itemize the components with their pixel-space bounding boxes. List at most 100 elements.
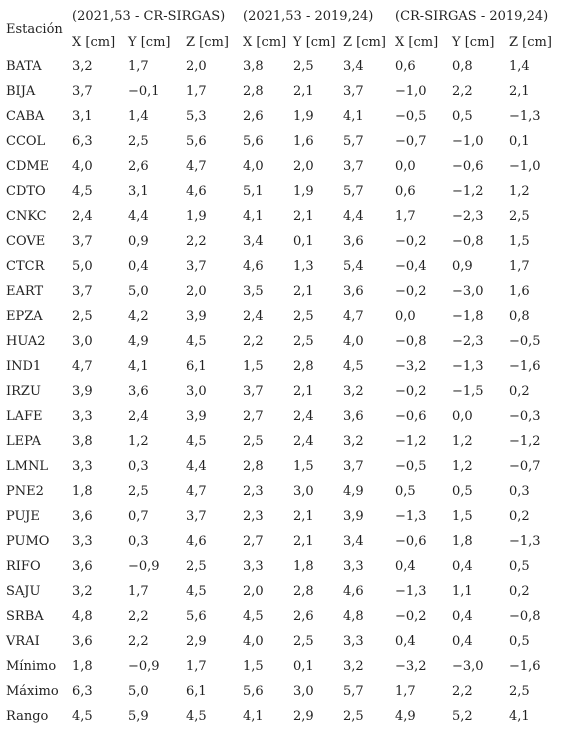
cell: −2,3 [452,209,484,224]
cell: 0,3 [509,484,530,499]
cell: 1,8 [72,659,93,674]
cell: 2,6 [293,609,314,624]
cell: −1,3 [509,109,541,124]
cell: −0,3 [509,409,541,424]
cell: 1,3 [293,259,314,274]
cell: 5,6 [243,684,264,699]
cell: 3,0 [72,334,93,349]
cell: 4,6 [186,184,207,199]
cell: 2,8 [243,84,264,99]
cell: −0,2 [395,234,427,249]
row-label: LMNL [6,459,48,474]
cell: 0,4 [452,634,473,649]
cell: 1,7 [395,684,416,699]
cell: 1,2 [452,459,473,474]
cell: 3,9 [186,309,207,324]
cell: 0,9 [128,234,149,249]
cell: 2,3 [243,509,264,524]
cell: 3,7 [72,284,93,299]
cell: 2,5 [343,709,364,724]
cell: −1,3 [452,359,484,374]
row-label: VRAI [6,634,40,649]
cell: 4,5 [186,709,207,724]
cell: −3,0 [452,284,484,299]
column-header: Z [cm] [509,35,552,50]
cell: 0,5 [509,559,530,574]
cell: 0,3 [128,459,149,474]
cell: 4,9 [395,709,416,724]
cell: 3,9 [343,509,364,524]
cell: 4,2 [128,309,149,324]
row-label: IND1 [6,359,42,374]
cell: 4,1 [243,709,264,724]
row-label: CCOL [6,134,46,149]
cell: 3,7 [343,459,364,474]
cell: 0,1 [509,134,530,149]
cell: 4,7 [72,359,93,374]
cell: 2,1 [293,209,314,224]
cell: −1,2 [452,184,484,199]
row-label: COVE [6,234,46,249]
cell: 5,7 [343,184,364,199]
cell: 0,2 [509,584,530,599]
cell: 1,7 [395,209,416,224]
cell: −2,3 [452,334,484,349]
cell: −0,2 [395,284,427,299]
cell: 3,7 [186,509,207,524]
cell: −1,6 [509,359,541,374]
row-label: Rango [6,709,49,724]
cell: 0,1 [293,234,314,249]
cell: 1,5 [452,509,473,524]
station-header: Estación [6,22,63,37]
cell: −0,6 [452,159,484,174]
cell: −0,2 [395,609,427,624]
cell: 0,0 [395,309,416,324]
cell: −0,4 [395,259,427,274]
cell: 3,7 [343,84,364,99]
row-label: PNE2 [6,484,44,499]
cell: −1,5 [452,384,484,399]
cell: 4,4 [343,209,364,224]
group-header: (2021,53 - CR-SIRGAS) [72,9,226,24]
cell: 3,7 [72,84,93,99]
cell: 0,5 [452,484,473,499]
row-label: LAFE [6,409,43,424]
cell: −1,2 [395,434,427,449]
column-header: X [cm] [395,35,439,50]
cell: 4,7 [186,484,207,499]
cell: 1,7 [186,659,207,674]
cell: 0,1 [293,659,314,674]
cell: −0,6 [395,409,427,424]
row-label: EPZA [6,309,43,324]
cell: 2,4 [293,434,314,449]
cell: 2,5 [509,684,530,699]
cell: 5,3 [186,109,207,124]
cell: 3,2 [343,434,364,449]
cell: −0,9 [128,659,160,674]
cell: 6,1 [186,359,207,374]
group-header: (2021,53 - 2019,24) [243,9,374,24]
cell: 0,0 [452,409,473,424]
cell: −0,5 [509,334,541,349]
cell: 3,7 [186,259,207,274]
cell: 2,1 [509,84,530,99]
cell: 4,4 [128,209,149,224]
cell: −1,0 [509,159,541,174]
row-label: PUMO [6,534,50,549]
cell: 2,0 [243,584,264,599]
row-label: Mínimo [6,659,57,674]
cell: −3,2 [395,359,427,374]
cell: 4,6 [243,259,264,274]
cell: 5,6 [186,134,207,149]
cell: 3,5 [243,284,264,299]
cell: −1,3 [395,509,427,524]
cell: 5,6 [243,134,264,149]
cell: 5,9 [128,709,149,724]
cell: 1,7 [186,84,207,99]
cell: 5,0 [128,284,149,299]
column-header: X [cm] [72,35,116,50]
cell: 2,5 [128,484,149,499]
cell: 2,5 [293,634,314,649]
cell: 3,2 [343,384,364,399]
cell: 4,5 [186,434,207,449]
